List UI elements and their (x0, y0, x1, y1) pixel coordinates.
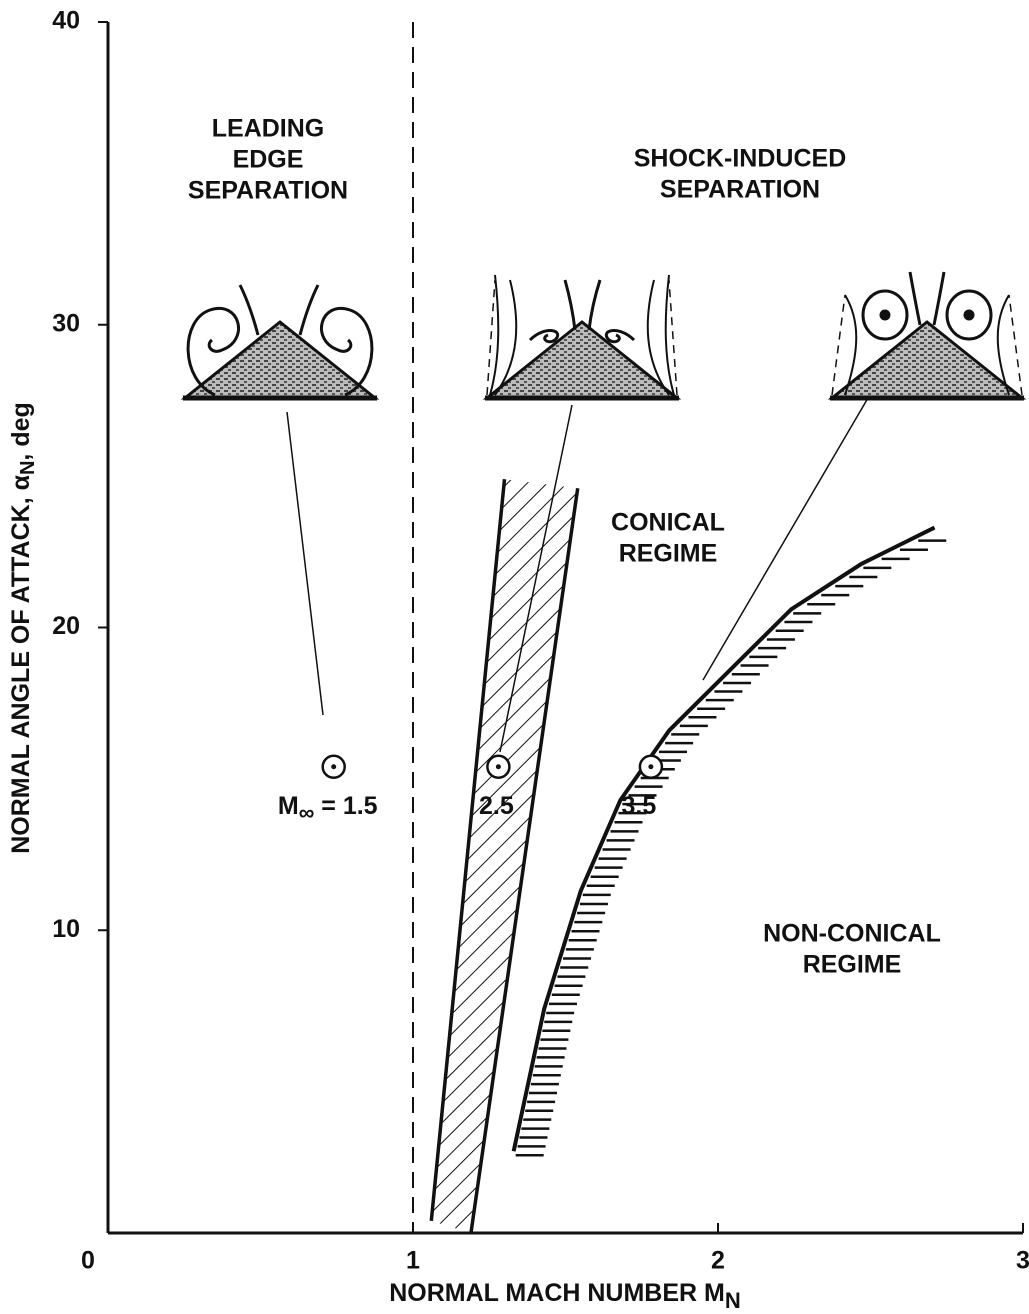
band-hatch (431, 479, 577, 1233)
point-label: 3.5 (622, 791, 657, 819)
y-axis-label: NORMAL ANGLE OF ATTACK, αN, deg (7, 402, 40, 854)
point-label-part: = 1.5 (314, 791, 377, 819)
annotation: EDGE (233, 146, 304, 174)
point-label: 2.5 (479, 791, 514, 819)
annotation: SHOCK-INDUCED (634, 145, 847, 173)
data-point-center (648, 764, 653, 769)
annotation: REGIME (619, 540, 718, 568)
annotation: LEADING (212, 115, 325, 143)
x-tick-label: 2 (711, 1247, 725, 1275)
x-axis-label: NORMAL MACH NUMBER MN (389, 1279, 741, 1313)
x-tick-label: 1 (406, 1247, 420, 1275)
y-tick-label: 20 (52, 612, 80, 640)
sketch-shock-induced (485, 275, 679, 398)
y-tick-label: 10 (52, 915, 80, 943)
annotation: REGIME (803, 951, 902, 979)
point-label-part: 3.5 (622, 791, 657, 819)
point-label: M∞ = 1.5 (278, 791, 378, 824)
boundary-curve (514, 528, 935, 1152)
point-label-part: M (278, 791, 299, 819)
annotation: SEPARATION (660, 176, 820, 204)
x-tick-label: 0 (81, 1247, 95, 1275)
chart: NORMAL MACH NUMBER MN NORMAL ANGLE OF AT… (0, 0, 1029, 1314)
data-point-center (331, 764, 336, 769)
point-label-part: ∞ (299, 800, 315, 825)
sketch-non-conical (830, 272, 1024, 398)
point-label-part: 2.5 (479, 791, 514, 819)
y-tick-label: 30 (52, 309, 80, 337)
annotation: NON-CONICAL (763, 920, 941, 948)
data-point-center (496, 764, 501, 769)
annotation: CONICAL (611, 509, 725, 537)
y-tick-label: 40 (52, 7, 80, 35)
x-tick-label: 3 (1016, 1247, 1029, 1275)
leader-lines (287, 398, 868, 752)
sketch-leading-edge (183, 285, 377, 398)
annotation: SEPARATION (188, 177, 348, 205)
